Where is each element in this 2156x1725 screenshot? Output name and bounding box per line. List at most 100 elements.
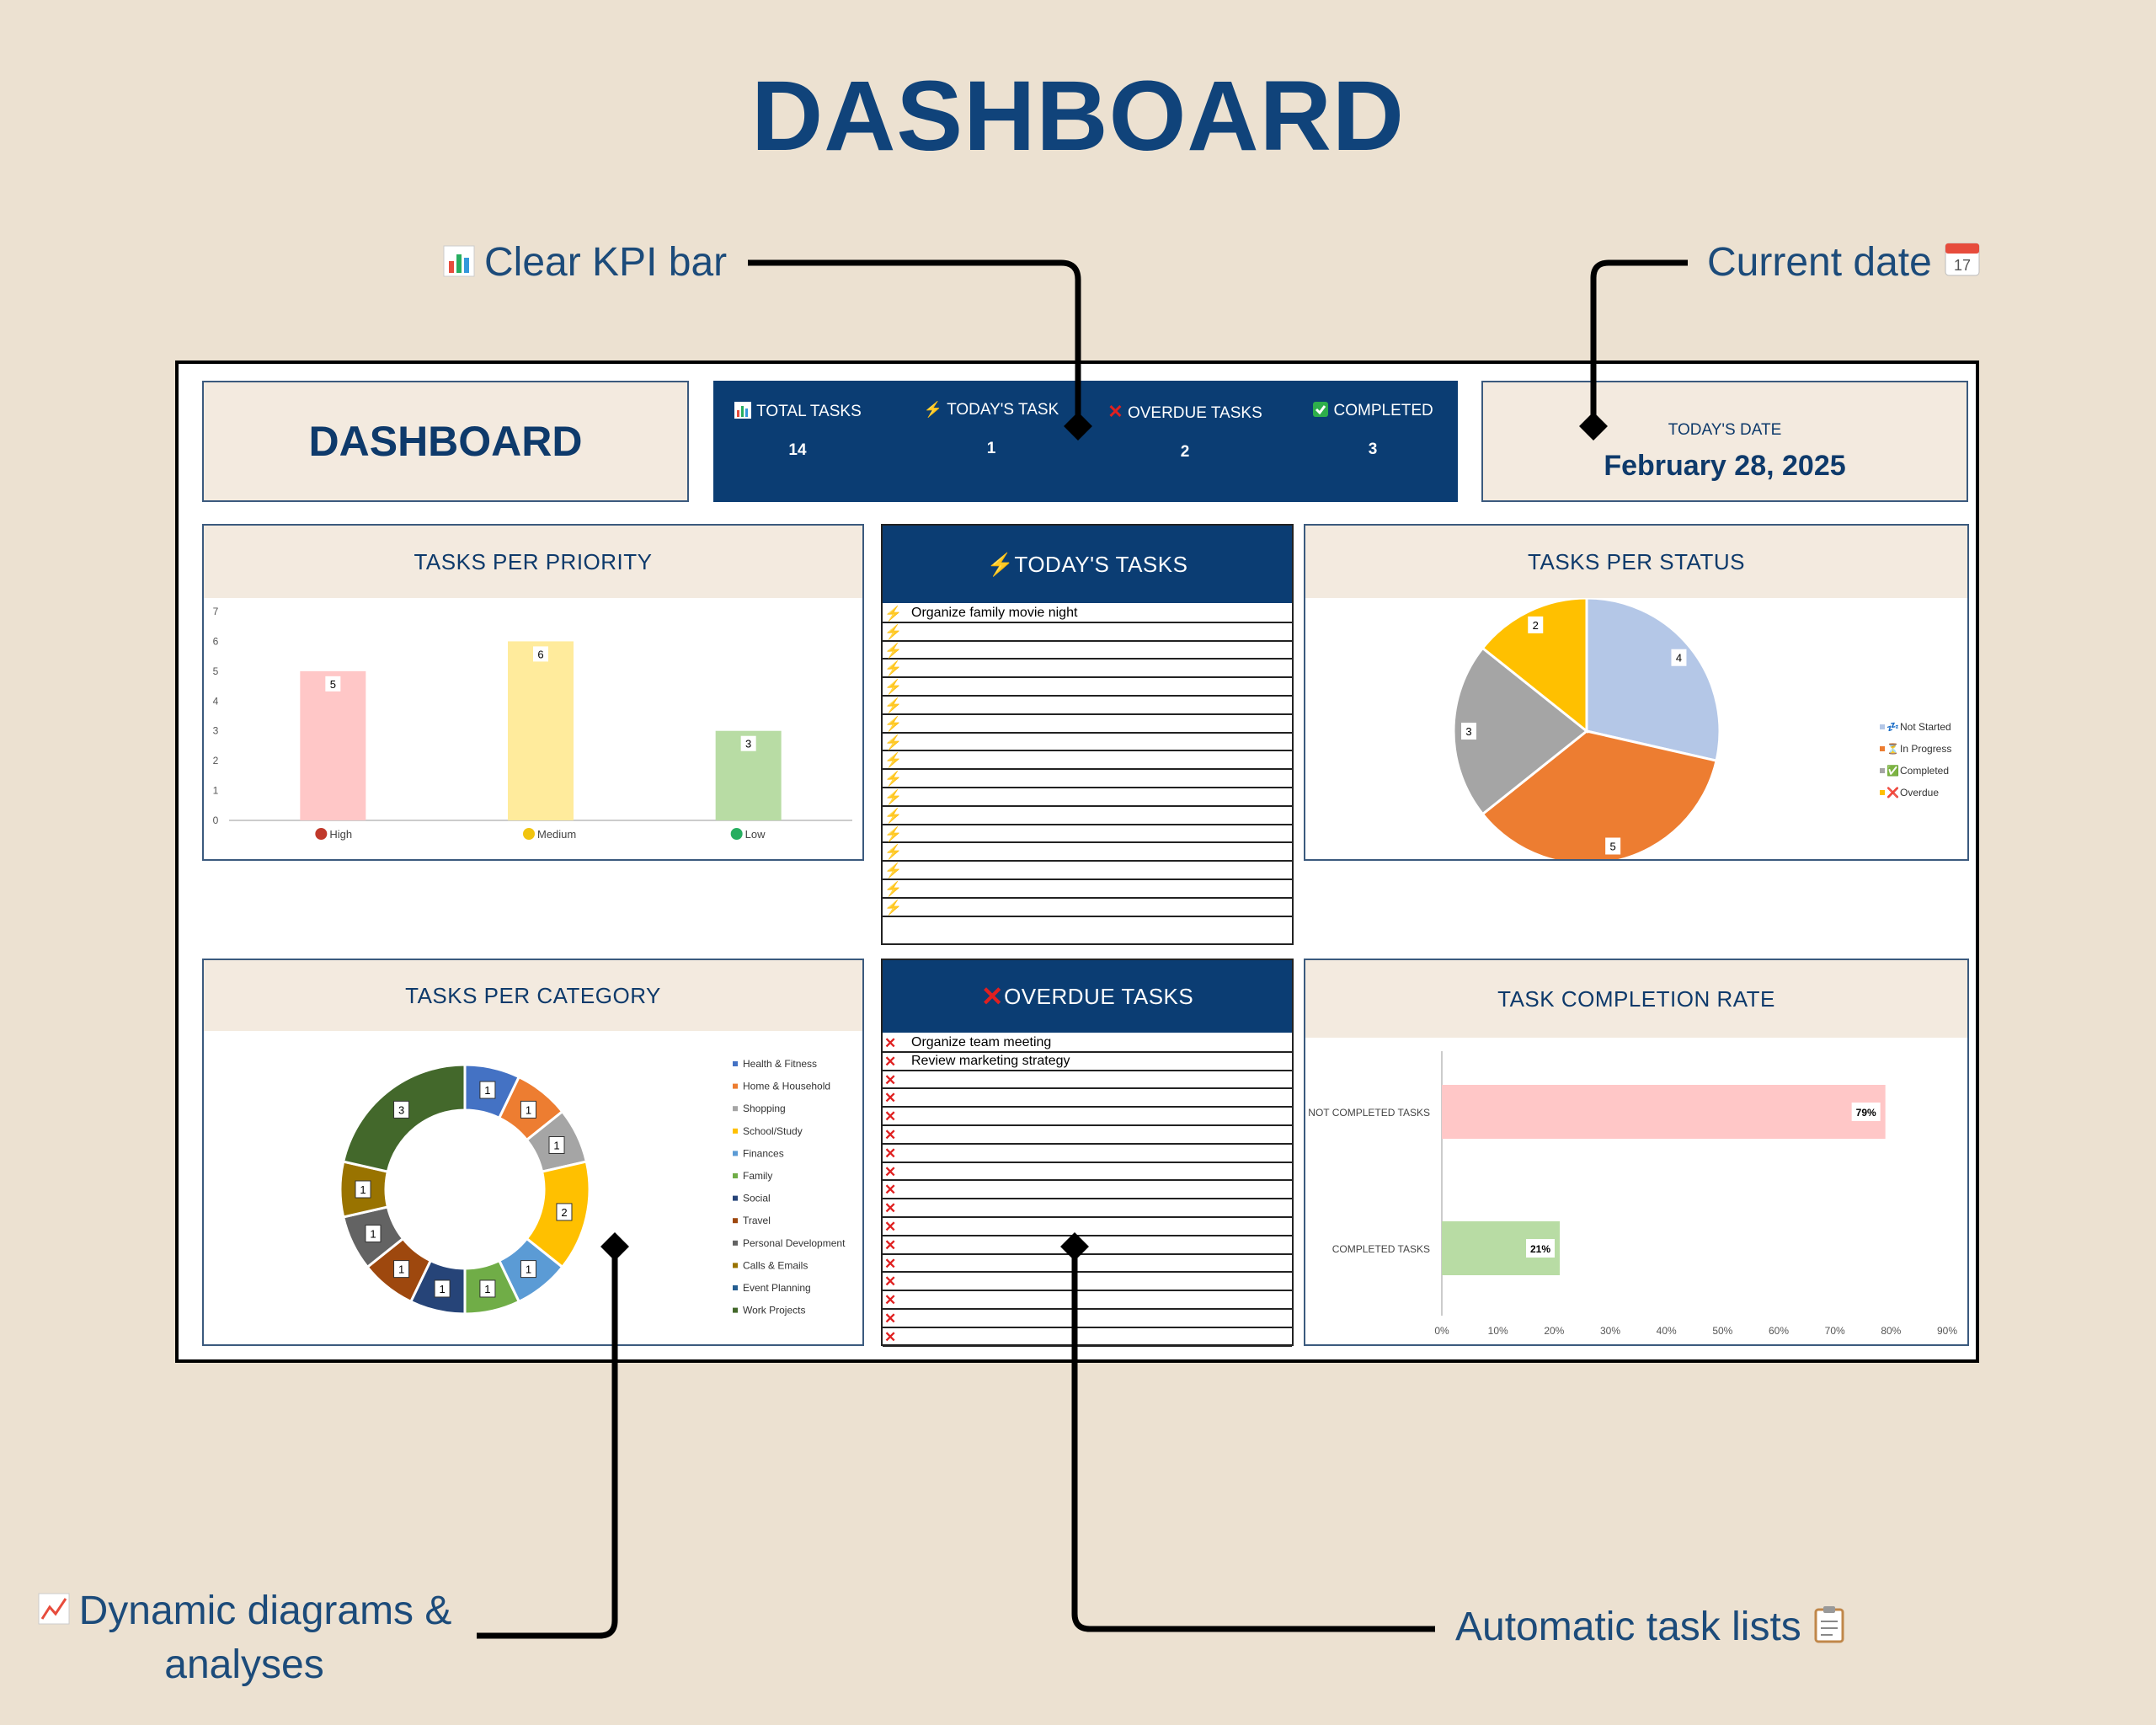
kpi-value: 1: [986, 440, 996, 457]
cross-icon: ✕: [1107, 401, 1123, 422]
pie-slice: [1452, 646, 1589, 816]
data-label-box: [479, 1081, 496, 1099]
data-label-box: [325, 676, 341, 692]
priority-dot-icon: [523, 828, 535, 840]
data-label-box: [548, 1136, 565, 1155]
legend-swatch: [733, 1106, 738, 1112]
kpi-label: COMPLETED: [1333, 402, 1433, 419]
task-text: Organize family movie night: [911, 606, 1078, 620]
todays-task-row: ⚡: [883, 678, 1292, 697]
legend-swatch: [733, 1151, 738, 1156]
kpi-total-tasks: TOTAL TASKS 14: [713, 401, 882, 460]
lightning-icon: ⚡: [884, 679, 903, 696]
legend-label: Overdue: [1900, 787, 1939, 798]
lightning-icon: ⚡: [884, 752, 903, 769]
kpi-value: 3: [1368, 441, 1378, 458]
overdue-task-row: ✕: [883, 1218, 1292, 1236]
overdue-task-row: ✕: [883, 1236, 1292, 1255]
callout-kpi: Clear KPI bar: [442, 239, 727, 288]
legend-label: Calls & Emails: [743, 1259, 808, 1271]
data-label: 1: [526, 1103, 531, 1116]
todays-task-row: ⚡: [883, 623, 1292, 642]
overdue-task-row: ✕: [883, 1145, 1292, 1163]
task-text: Organize team meeting: [911, 1035, 1052, 1049]
data-label-box: [1461, 723, 1476, 740]
data-label-box: [1851, 1103, 1881, 1121]
priority-dot-icon: [730, 828, 743, 840]
data-label-box: [393, 1100, 410, 1119]
legend-label: Home & Household: [743, 1081, 830, 1092]
lightning-icon: ⚡: [884, 862, 903, 879]
y-tick-label: 6: [213, 635, 219, 647]
todays-task-row: ⚡: [883, 770, 1292, 788]
pie-slice: [1481, 729, 1718, 859]
legend-swatch: [733, 1263, 738, 1268]
cross-icon: ✕: [884, 1236, 897, 1253]
kpi-value: 2: [1180, 443, 1190, 461]
cross-icon: ✕: [884, 1310, 897, 1327]
bar: [508, 641, 574, 820]
legend-label: Family: [743, 1170, 772, 1182]
panel-tasks-per-priority: TASKS PER PRIORITY 0 1 2 3 4 5 6 7 5 High 6 Medium 3…: [202, 524, 864, 861]
data-label: 1: [439, 1283, 445, 1295]
data-label: 6: [537, 648, 543, 660]
kpi-overdue-tasks: ✕ OVERDUE TASKS 2: [1092, 401, 1278, 462]
y-tick-label: 3: [213, 725, 219, 737]
todays-task-row: ⚡: [883, 660, 1292, 679]
legend-swatch: [1880, 768, 1885, 773]
kpi-completed: COMPLETED 3: [1284, 401, 1461, 459]
y-tick-label: 2: [213, 755, 219, 766]
kpi-todays-task: ⚡ TODAY'S TASK 1: [899, 401, 1084, 458]
lightning-icon: ⚡: [884, 807, 903, 824]
todays-task-row: ⚡: [883, 788, 1292, 807]
lightning-icon: ⚡: [884, 844, 903, 861]
date-box: TODAY'S DATE February 28, 2025: [1481, 381, 1968, 502]
bar-chart-icon: [734, 402, 752, 420]
date-label: TODAY'S DATE: [1668, 421, 1782, 439]
todays-task-row: ⚡: [883, 843, 1292, 862]
callout-diagrams-line2: analyses: [164, 1642, 324, 1688]
x-tick-label: 80%: [1881, 1325, 1901, 1337]
legend-swatch: [1880, 746, 1885, 751]
panel-todays-tasks: ⚡ TODAY'S TASKS ⚡ Organize family movie n…: [881, 524, 1294, 945]
pie-slice: [1585, 598, 1721, 762]
trending-chart-icon: [37, 1587, 71, 1639]
lightning-icon: ⚡: [986, 551, 1015, 577]
legend-label: Health & Fitness: [743, 1058, 817, 1070]
overdue-task-row: ✕: [883, 1291, 1292, 1310]
overdue-task-row: ✕: [883, 1310, 1292, 1328]
completion-bar-chart: 0% 10% 20% 30% 40% 50% 60% 70% 80% 90% NOT COMPLET…: [1308, 1051, 1957, 1337]
cross-icon: ✕: [884, 1053, 897, 1070]
overdue-task-row: ✕: [883, 1328, 1292, 1347]
panel-title: TASK COMPLETION RATE: [1305, 960, 1967, 1038]
todays-task-row: ⚡: [883, 751, 1292, 771]
kpi-label: TODAY'S TASK: [947, 401, 1059, 419]
overdue-tasks-list: ✕ Organize team meeting ✕ Review marketing …: [883, 1034, 1292, 1347]
legend-label: Shopping: [743, 1103, 786, 1114]
cross-icon: ✕: [884, 1145, 897, 1162]
callout-kpi-text: Clear KPI bar: [484, 240, 728, 285]
overdue-task-row: ✕: [883, 1089, 1292, 1108]
todays-task-row: ⚡: [883, 734, 1292, 752]
kpi-value: 14: [788, 441, 807, 459]
legend-label: Completed: [1900, 765, 1949, 777]
lightning-icon: ⚡: [884, 697, 903, 713]
legend-swatch: [733, 1128, 738, 1134]
data-label-box: [520, 1100, 536, 1119]
priority-bar-chart: 0 1 2 3 4 5 6 7 5 High 6 Medium 3 Low: [213, 606, 852, 841]
data-label-box: [556, 1203, 573, 1221]
panel-title: TASKS PER CATEGORY: [204, 960, 862, 1031]
todays-task-row: ⚡: [883, 880, 1292, 899]
lightning-icon: ⚡: [884, 642, 903, 659]
legend-swatch: [1880, 790, 1885, 795]
panel-title-todays-tasks: ⚡ TODAY'S TASKS: [883, 526, 1292, 603]
legend-label: Travel: [743, 1215, 771, 1226]
todays-task-row: ⚡: [883, 697, 1292, 715]
task-text: Review marketing strategy: [911, 1053, 1070, 1068]
x-tick-label: 20%: [1544, 1325, 1564, 1337]
data-label: 1: [553, 1140, 559, 1152]
cross-icon: ✕: [884, 1108, 897, 1125]
data-label: 3: [745, 738, 751, 750]
data-label: 5: [330, 678, 336, 691]
cross-icon: ✕: [884, 1126, 897, 1143]
